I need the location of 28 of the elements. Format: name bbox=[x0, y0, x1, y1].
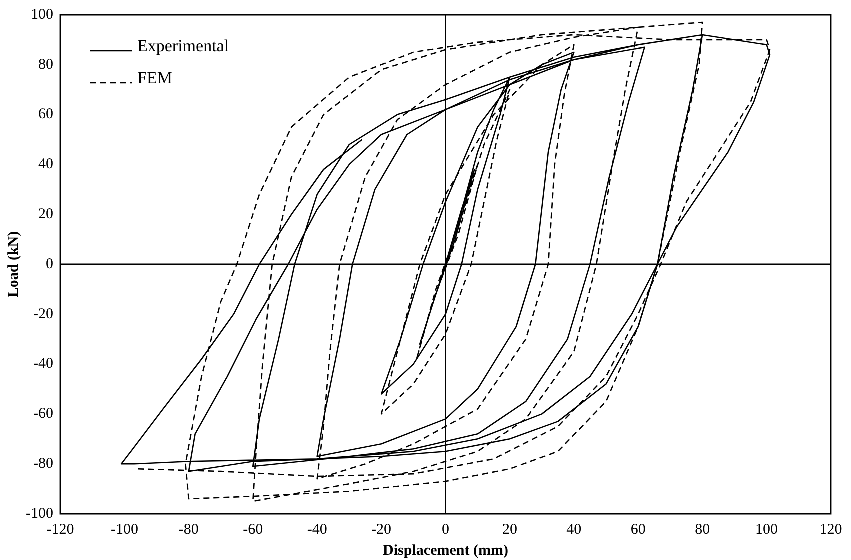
x-tick-label: 100 bbox=[756, 522, 778, 538]
x-tick-label: -20 bbox=[372, 522, 392, 538]
x-tick-label: -60 bbox=[243, 522, 264, 538]
x-tick-label: -40 bbox=[307, 522, 328, 538]
x-tick-label: -100 bbox=[110, 522, 138, 538]
y-tick-label: -60 bbox=[33, 406, 54, 422]
x-tick-label: 60 bbox=[630, 522, 646, 538]
y-tick-label: 0 bbox=[46, 256, 54, 272]
x-tick-label: -120 bbox=[46, 522, 74, 538]
y-tick-label: 60 bbox=[38, 106, 54, 123]
x-tick-label: -80 bbox=[178, 522, 199, 538]
legend-label: Experimental bbox=[137, 36, 230, 56]
x-tick-label: 120 bbox=[820, 522, 842, 538]
y-axis-title: Load (kN) bbox=[6, 231, 22, 298]
x-tick-label: 0 bbox=[442, 522, 450, 538]
y-tick-label: 20 bbox=[38, 206, 54, 223]
y-tick-label: -80 bbox=[33, 456, 54, 472]
y-tick-label: -20 bbox=[33, 306, 54, 322]
y-tick-label: 100 bbox=[30, 6, 54, 23]
x-tick-label: 80 bbox=[695, 522, 710, 538]
legend-label: FEM bbox=[137, 68, 172, 88]
x-tick-label: 40 bbox=[566, 522, 582, 538]
x-axis-title: Displacement (mm) bbox=[383, 542, 508, 559]
y-tick-label: 40 bbox=[38, 156, 54, 173]
x-tick-label: 20 bbox=[502, 522, 518, 538]
y-tick-label: -40 bbox=[33, 356, 54, 372]
y-tick-label: 80 bbox=[38, 56, 54, 73]
y-tick-label: -100 bbox=[26, 506, 54, 522]
